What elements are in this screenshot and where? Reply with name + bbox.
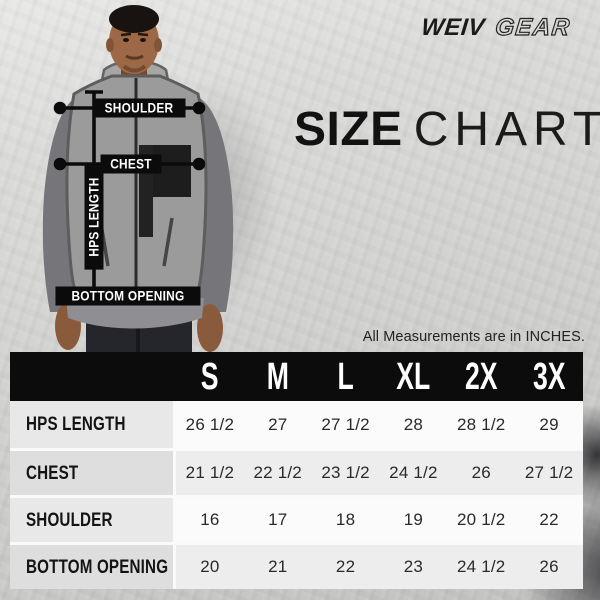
chest-measure-text: CHEST [110, 155, 152, 172]
shoulder-measure-label: SHOULDER [92, 98, 186, 118]
table-row-hps-length: HPS LENGTH 26 1/2 27 27 1/2 28 28 1/2 29 [10, 401, 583, 448]
shoulder-line-right-dot [192, 101, 206, 115]
row-label: HPS LENGTH [10, 401, 176, 448]
bottom-opening-measure-label: BOTTOM OPENING [55, 286, 201, 306]
size-table-header: S M L XL 2X 3X [10, 352, 583, 401]
cell-value: 22 1/2 [243, 451, 312, 495]
cell-value: 20 1/2 [447, 498, 516, 542]
title-bold-word: SIZE [294, 103, 403, 156]
cell-value: 27 1/2 [515, 451, 583, 495]
row-label: BOTTOM OPENING [10, 545, 176, 589]
right-eye [140, 38, 146, 42]
cell-value: 21 1/2 [176, 451, 244, 495]
shoulder-measure-text: SHOULDER [104, 99, 174, 116]
col-header-l: L [337, 355, 354, 398]
col-header-2x: 2X [464, 355, 498, 398]
row-label: CHEST [10, 451, 176, 495]
cell-value: 20 [176, 545, 244, 589]
right-pocket-slit [162, 217, 174, 267]
shirt-hem [66, 298, 204, 329]
cell-value: 24 1/2 [447, 545, 516, 589]
brand-logo: WEIV GEAR [420, 13, 573, 41]
chest-line-left-dot [53, 157, 67, 171]
cell-value: 27 [243, 401, 312, 448]
left-ear [106, 38, 114, 52]
left-eye [123, 38, 129, 42]
table-row-shoulder: SHOULDER 16 17 18 19 20 1/2 22 [10, 495, 583, 542]
cell-value: 28 [379, 401, 448, 448]
cell-value: 28 1/2 [447, 401, 516, 448]
units-note: All Measurements are in INCHES. [362, 329, 585, 345]
cell-value: 23 1/2 [311, 451, 380, 495]
cell-value: 19 [379, 498, 448, 542]
hair [109, 5, 159, 33]
eyebrows [120, 32, 149, 37]
col-header-3x: 3X [532, 355, 566, 398]
cell-value: 18 [311, 498, 380, 542]
col-header-s: S [201, 355, 219, 398]
cell-value: 21 [243, 545, 312, 589]
cell-value: 29 [515, 401, 583, 448]
cell-value: 22 [515, 498, 583, 542]
col-header-xl: XL [396, 355, 431, 398]
brand-suffix-outline-text: GEAR [494, 14, 572, 41]
col-header-m: M [266, 355, 289, 398]
chest-measure-label: CHEST [100, 154, 162, 174]
mustache [125, 54, 144, 60]
chest-line-right-dot [192, 157, 206, 171]
shoulder-line-left-dot [53, 101, 67, 115]
cell-value: 16 [176, 498, 244, 542]
hps-length-measure-label: HPS LENGTH [84, 164, 104, 270]
row-label: SHOULDER [10, 498, 176, 542]
cell-value: 26 1/2 [176, 401, 244, 448]
cell-value: 27 1/2 [311, 401, 380, 448]
brand-name-text: WEIV [420, 14, 488, 41]
cell-value: 23 [379, 545, 448, 589]
hps-length-measure-text: HPS LENGTH [85, 177, 102, 257]
right-hand [197, 304, 223, 352]
bottom-opening-measure-text: BOTTOM OPENING [71, 287, 185, 304]
right-ear [154, 38, 162, 52]
size-table: S M L XL 2X 3X HPS LENGTH 26 1/2 27 27 1… [10, 352, 583, 589]
cell-value: 26 [447, 451, 516, 495]
cell-value: 22 [311, 545, 380, 589]
title-light-word: CHART [413, 103, 600, 156]
table-row-chest: CHEST 21 1/2 22 1/2 23 1/2 24 1/2 26 27 … [10, 448, 583, 495]
cell-value: 17 [243, 498, 312, 542]
page-title: SIZE CHART [294, 103, 600, 156]
cell-value: 24 1/2 [379, 451, 448, 495]
table-row-bottom-opening: BOTTOM OPENING 20 21 22 23 24 1/2 26 [10, 542, 583, 589]
cell-value: 26 [515, 545, 583, 589]
chin-beard [122, 64, 147, 73]
